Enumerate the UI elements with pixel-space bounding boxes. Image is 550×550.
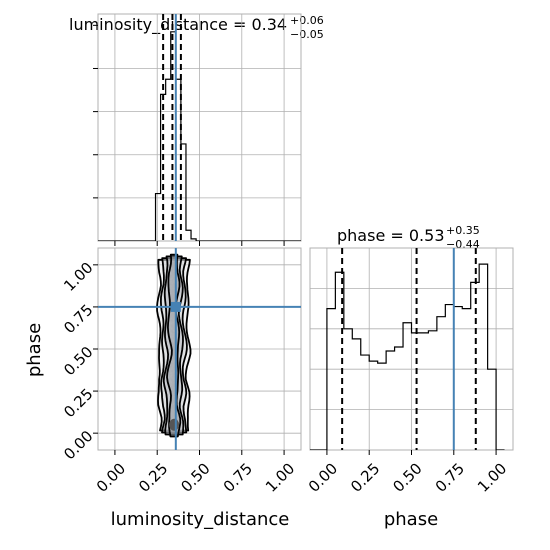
phase-x-tick-label: 0.50 [389,460,425,496]
joint-x-tick-label: 0.00 [93,460,129,496]
phase-title-minus: −0.44 [446,238,480,251]
phase-x-tick-label: 0.25 [347,460,383,496]
phase-x-ticks: 0.00 0.25 0.50 0.75 1.00 [305,450,510,496]
density-core [169,418,180,431]
joint-x-axis-label: luminosity_distance [111,509,290,530]
phase-histogram: 0.00 0.25 0.50 0.75 1.00 phase [305,247,514,530]
ld-hist-grid [98,14,301,241]
phase-x-tick-label: 0.75 [432,460,468,496]
ld-quantile-lines [162,14,182,241]
phase-x-tick-label: 0.00 [305,460,341,496]
phase-title-text: phase [337,226,385,245]
joint-grid [98,248,301,450]
joint-y-tick-label: 0.75 [60,301,96,337]
joint-y-tick-label: 1.00 [60,259,96,295]
phase-title: phase = 0.53 +0.35 −0.44 [337,224,480,251]
phase-x-axis-label: phase [384,509,438,530]
ld-title-minus: −0.05 [290,28,324,41]
ld-title-text: luminosity_distance [69,15,228,35]
ld-title-median: 0.34 [251,15,287,34]
joint-x-ticks: 0.00 0.25 0.50 0.75 1.00 [93,450,298,496]
phase-hist-steps [310,263,505,450]
luminosity-distance-title: luminosity_distance = 0.34 +0.06 −0.05 [69,14,324,41]
joint-y-tick-label: 0.50 [60,343,96,379]
joint-x-tick-label: 0.25 [135,460,171,496]
density-contours [156,253,192,438]
phase-quantile-lines [341,248,477,450]
phase-hist-grid [310,248,513,450]
joint-x-tick-label: 1.00 [262,460,298,496]
luminosity-distance-histogram [93,13,302,246]
joint-y-tick-label: 0.00 [60,427,96,463]
joint-y-axis-label: phase [24,323,45,377]
svg-text:phase = 0.53: phase = 0.53 [337,226,445,245]
joint-x-tick-label: 0.50 [177,460,213,496]
joint-x-tick-label: 0.75 [220,460,256,496]
phase-title-median: 0.53 [409,226,445,245]
joint-y-ticks: 0.00 0.25 0.50 0.75 1.00 [60,259,98,463]
density-contour [166,253,182,438]
joint-density-panel: 0.00 0.25 0.50 0.75 1.00 0.000.250.500.751.0… [24,247,302,530]
phase-title-plus: +0.35 [446,224,480,237]
ld-hist-ticks [93,24,285,246]
ld-title-plus: +0.06 [290,14,324,27]
phase-x-tick-label: 1.00 [474,460,510,496]
joint-truth-marker [170,301,181,312]
svg-text:luminosity_distance =: luminosity_distance = 0.34 [69,15,287,35]
joint-y-tick-label: 0.25 [60,385,96,421]
